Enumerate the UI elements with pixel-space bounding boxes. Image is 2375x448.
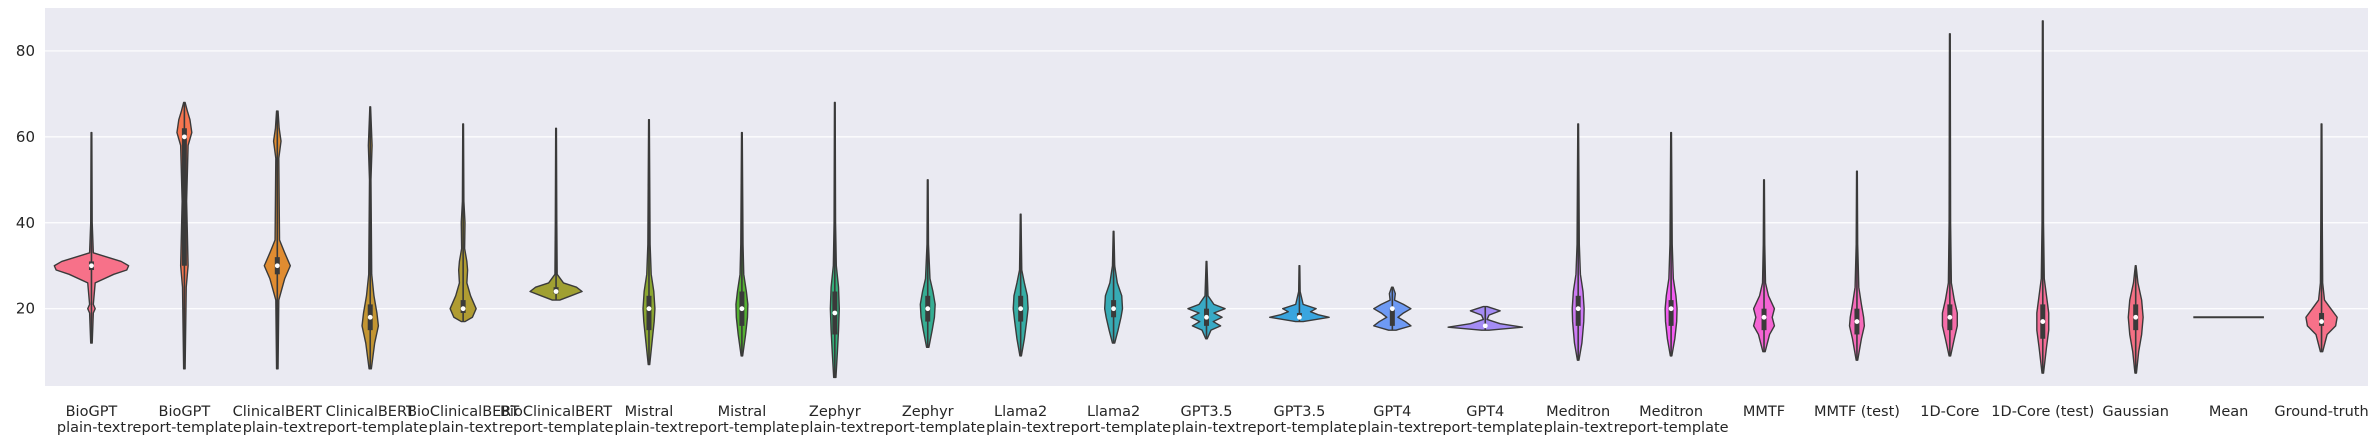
y-tick-label: 20: [16, 300, 35, 318]
median-marker: [646, 306, 652, 312]
violin: [1103, 230, 1124, 344]
median-marker: [1761, 314, 1767, 320]
violin: [2305, 123, 2338, 353]
x-tick-label: BioClinicalBERT report-template: [499, 404, 614, 436]
x-tick-label: Zephyr report-template: [870, 404, 985, 436]
violin: [2127, 265, 2144, 374]
violin: [1941, 33, 1958, 357]
median-marker: [739, 306, 745, 312]
x-tick-label: BioGPT report-template: [127, 404, 242, 436]
violin: [1848, 170, 1866, 361]
violin: [919, 179, 936, 349]
x-tick-label: BioClinicalBERT plain-text: [407, 404, 519, 436]
violin: [1752, 179, 1776, 353]
violin: [829, 101, 840, 379]
median-marker: [1947, 314, 1953, 320]
x-tick-label: ClinicalBERT plain-text: [233, 404, 322, 436]
violin: [449, 123, 477, 323]
x-tick-label: ClinicalBERT report-template: [313, 404, 428, 436]
violin: [53, 131, 130, 344]
x-tick-label: Gaussian: [2102, 404, 2169, 420]
x-tick-label: MMTF (test): [1814, 404, 1900, 420]
y-tick-label: 40: [16, 214, 35, 232]
x-tick-label: Mistral report-template: [684, 404, 799, 436]
x-tick-label: Mistral plain-text: [614, 404, 684, 436]
x-tick-label: GPT4 plain-text: [1358, 404, 1428, 436]
median-marker: [1482, 323, 1488, 329]
median-marker: [274, 263, 280, 269]
median-marker: [1297, 314, 1302, 320]
x-tick-label: Meditron plain-text: [1544, 404, 1614, 436]
median-marker: [367, 314, 373, 320]
median-marker: [1389, 306, 1395, 312]
x-tick-label: BioGPT plain-text: [57, 404, 127, 436]
median-marker: [460, 306, 466, 312]
violin: [1268, 265, 1330, 323]
median-marker: [1111, 306, 1116, 312]
x-tick-label: Mean: [2209, 404, 2249, 420]
median-marker: [2133, 314, 2139, 320]
x-tick-label: Llama2 report-template: [1056, 404, 1171, 436]
median-marker: [1854, 319, 1860, 324]
median-marker: [832, 310, 838, 316]
violin: [1664, 131, 1678, 357]
violin: [361, 106, 380, 370]
violin: [529, 127, 583, 301]
violin: [1571, 123, 1585, 361]
median-marker: [1018, 306, 1024, 312]
violin: [642, 118, 656, 366]
grid: [45, 50, 2368, 310]
x-tick-label: GPT3.5 report-template: [1242, 404, 1357, 436]
median-marker: [1668, 306, 1674, 312]
x-tick-label: Meditron report-template: [1614, 404, 1729, 436]
x-tick-label: 1D-Core: [1920, 404, 1979, 420]
violin: [176, 101, 193, 370]
median-marker: [2040, 319, 2046, 324]
violin: [263, 110, 292, 370]
x-tick-label: Zephyr plain-text: [800, 404, 870, 436]
x-tick-label: GPT3.5 plain-text: [1172, 404, 1242, 436]
median-marker: [89, 263, 94, 269]
violin: [1447, 305, 1524, 331]
median-marker: [1204, 314, 1209, 320]
median-marker: [553, 289, 559, 294]
violin: [735, 131, 749, 357]
violin: [1012, 213, 1029, 357]
x-tick-label: 1D-Core (test): [1991, 404, 2094, 420]
median-marker: [925, 306, 931, 312]
median-marker: [2319, 319, 2324, 324]
y-tick-label: 60: [16, 128, 35, 146]
x-tick-label: GPT4 report-template: [1428, 404, 1543, 436]
violin: [2036, 20, 2050, 374]
violin: [1373, 286, 1412, 331]
x-tick-label: Ground-truth: [2274, 404, 2368, 420]
x-tick-label: MMTF: [1743, 404, 1785, 420]
y-axis: 20 40 60 80: [16, 42, 35, 318]
median-marker: [1575, 306, 1581, 312]
x-tick-label: Llama2 plain-text: [986, 404, 1056, 436]
violins: [53, 20, 2338, 379]
median-marker: [181, 134, 187, 140]
y-tick-label: 80: [16, 42, 35, 60]
violin: [1187, 260, 1226, 340]
